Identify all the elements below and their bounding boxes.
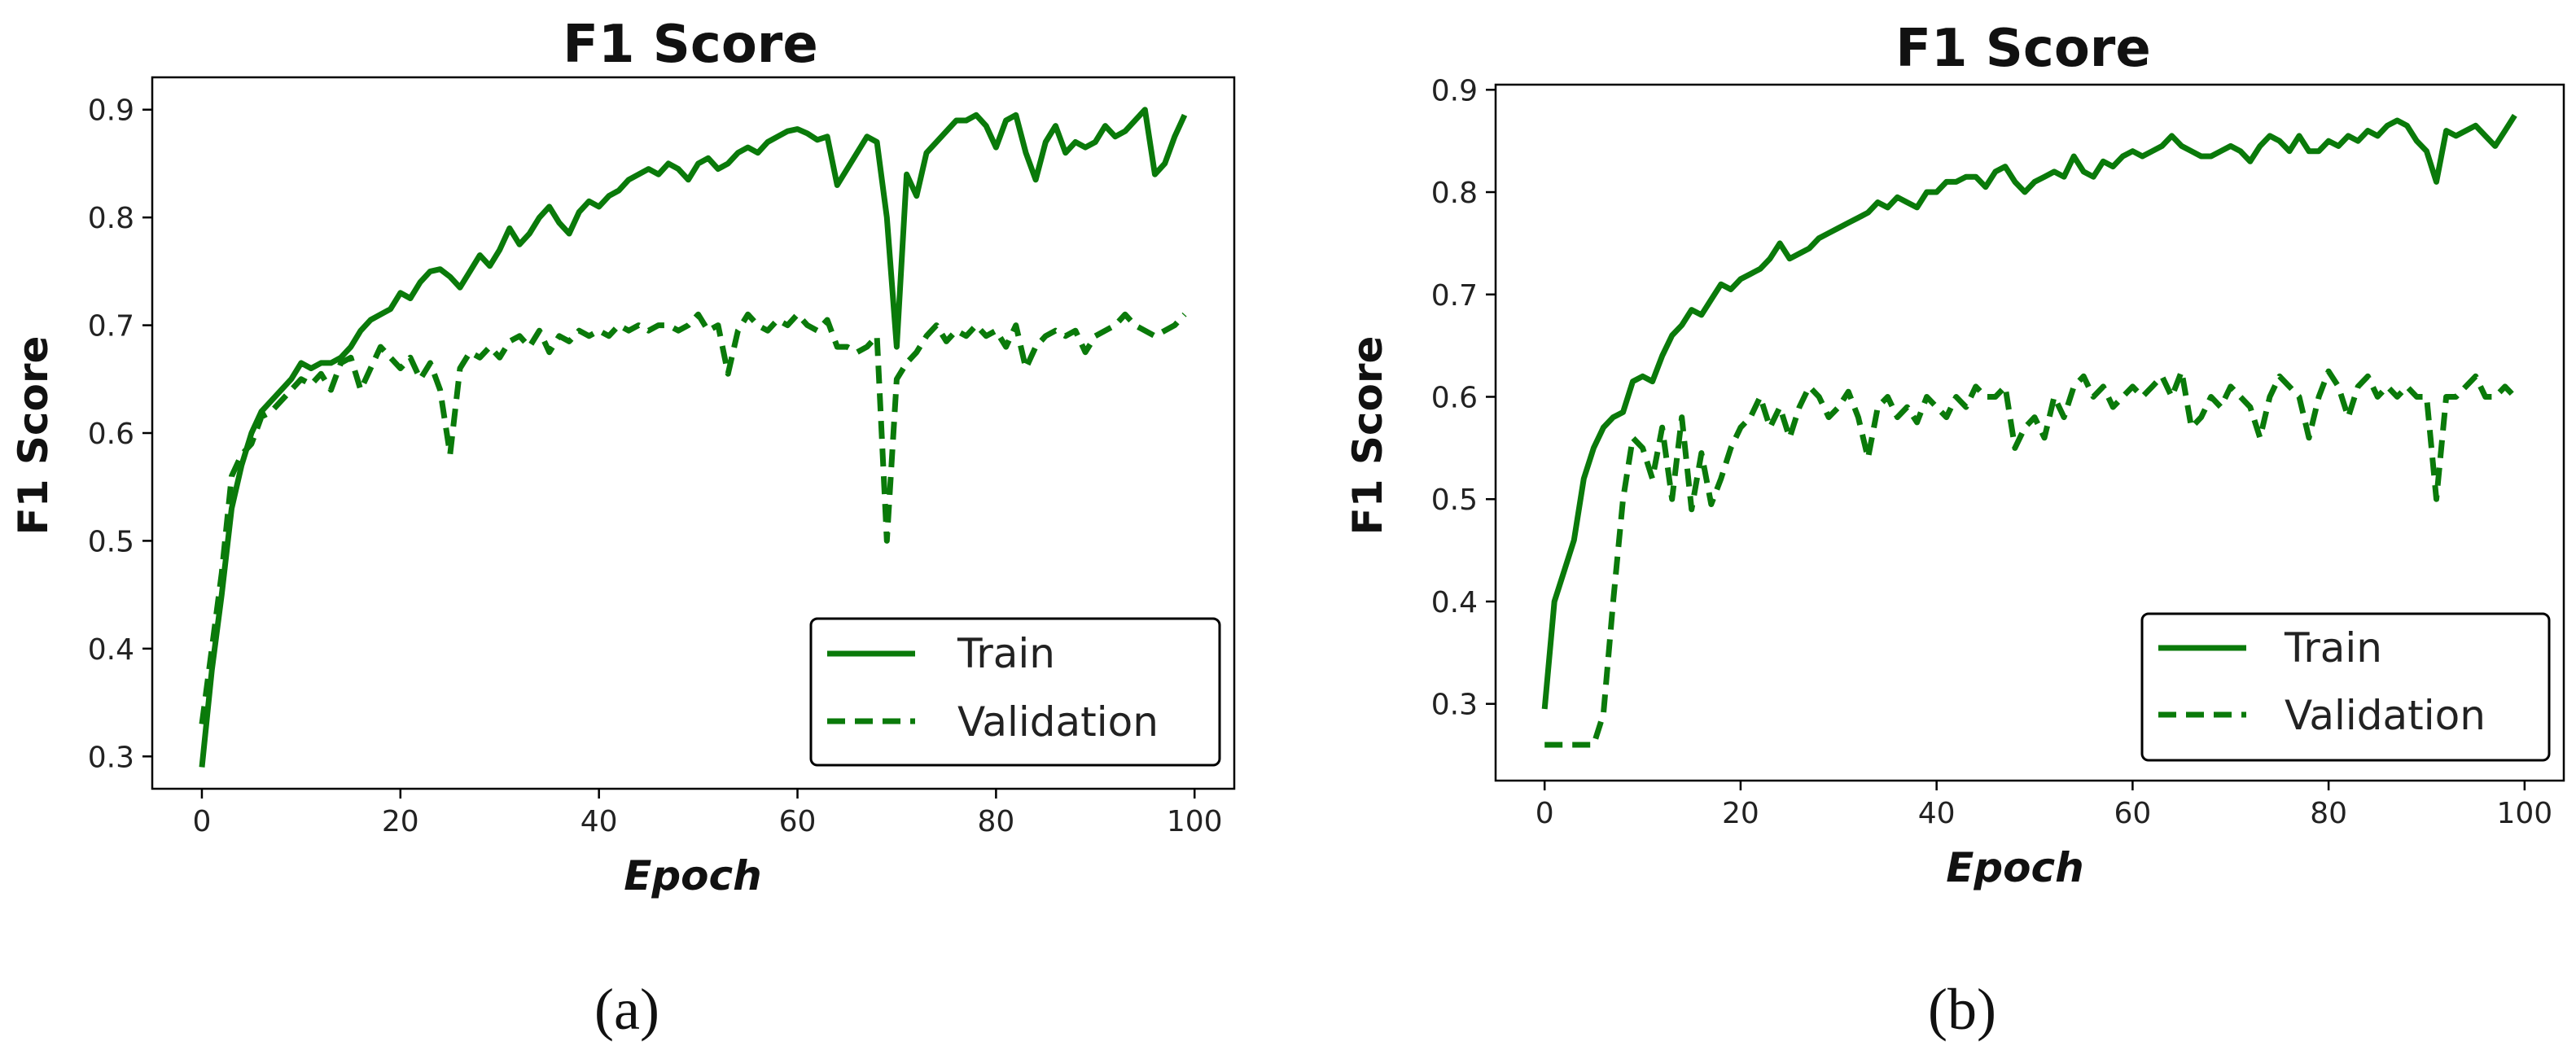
chart-a-title: F1 Score: [563, 15, 818, 75]
chart-a-legend-train-label: Train: [957, 630, 1055, 677]
chart-b-series-validation-line: [1544, 368, 2517, 748]
chart-a-ytick-label-1: 0.4: [88, 633, 134, 667]
chart-b-series-train-line: [1541, 113, 2517, 710]
chart-b-xtick-label-0: 0: [1536, 797, 1554, 830]
chart-b-panel-label: (b): [1928, 977, 1996, 1042]
chart-b-xtick-label-4: 80: [2310, 797, 2347, 830]
chart-b-ylabel: F1 Score: [1344, 336, 1391, 536]
chart-a-xtick-label-3: 60: [779, 805, 817, 838]
chart-a-ytick-label-6: 0.9: [88, 94, 134, 128]
chart-b-lines: [1541, 113, 2517, 748]
chart-a-xtick-label-5: 100: [1167, 805, 1223, 838]
chart-b-legend-validation-label: Validation: [2285, 692, 2486, 739]
chart-b-ytick-label-2: 0.5: [1431, 484, 1478, 517]
chart-a-xtick-label-0: 0: [193, 805, 212, 838]
chart-b-ytick-label-6: 0.9: [1431, 74, 1478, 107]
chart-b-ytick-label-4: 0.7: [1431, 279, 1478, 313]
chart-a-xlabel: Epoch: [624, 852, 762, 899]
chart-b-xtick-label-3: 60: [2114, 797, 2151, 830]
chart-a-ticks: 0 20 40 60 80 100 0.3 0.4 0.5 0.6 0.7 0.8 0.9: [88, 94, 1223, 838]
chart-panel-b: F1 Score F1 Score Epoch 0 20 40 60 80 1000.30…: [1344, 19, 2565, 1042]
chart-a-ytick-label-3: 0.6: [88, 418, 134, 451]
chart-a-ytick-label-0: 0.3: [88, 741, 134, 774]
chart-b-xlabel: Epoch: [1946, 844, 2084, 891]
chart-b-xtick-label-5: 100: [2496, 797, 2552, 830]
chart-a-ytick-label-5: 0.8: [88, 202, 134, 235]
chart-b-ytick-label-3: 0.6: [1431, 381, 1478, 414]
chart-a-xtick-label-2: 40: [580, 805, 618, 838]
chart-b-ytick-label-5: 0.8: [1431, 177, 1478, 210]
chart-b-legend-train-label: Train: [2284, 624, 2382, 672]
chart-a-series-train-line: [199, 107, 1188, 768]
chart-b-title: F1 Score: [1895, 19, 2151, 79]
chart-a-xtick-label-4: 80: [977, 805, 1014, 838]
chart-b-legend: Train Validation: [2140, 612, 2551, 762]
chart-b-ytick-label-1: 0.4: [1431, 586, 1478, 619]
chart-a-ytick-label-2: 0.5: [88, 525, 134, 558]
chart-a-frame: [151, 76, 1236, 790]
chart-panel-a: F1 Score F1 Score Epoch 0 20 40 60 80 1000.30…: [10, 15, 1236, 1042]
chart-a-legend-validation-label: Validation: [957, 698, 1159, 746]
chart-a-xtick-label-1: 20: [382, 805, 419, 838]
chart-a-lines: [199, 107, 1188, 768]
chart-a-legend: Train Validation: [809, 617, 1221, 767]
chart-b-ticks: 0 20 40 60 80 100 0.3 0.4 0.5 0.6 0.7 0.8 0.9: [1431, 74, 2552, 830]
chart-a-panel-label: (a): [594, 977, 659, 1042]
chart-b-ytick-label-0: 0.3: [1431, 689, 1478, 722]
chart-a-series-validation-line: [199, 311, 1187, 724]
chart-a-ylabel: F1 Score: [10, 336, 57, 536]
chart-b-xtick-label-1: 20: [1722, 797, 1759, 830]
chart-a-ytick-label-4: 0.7: [88, 310, 134, 344]
chart-b-xtick-label-2: 40: [1918, 797, 1956, 830]
chart-b-frame: [1494, 83, 2565, 782]
